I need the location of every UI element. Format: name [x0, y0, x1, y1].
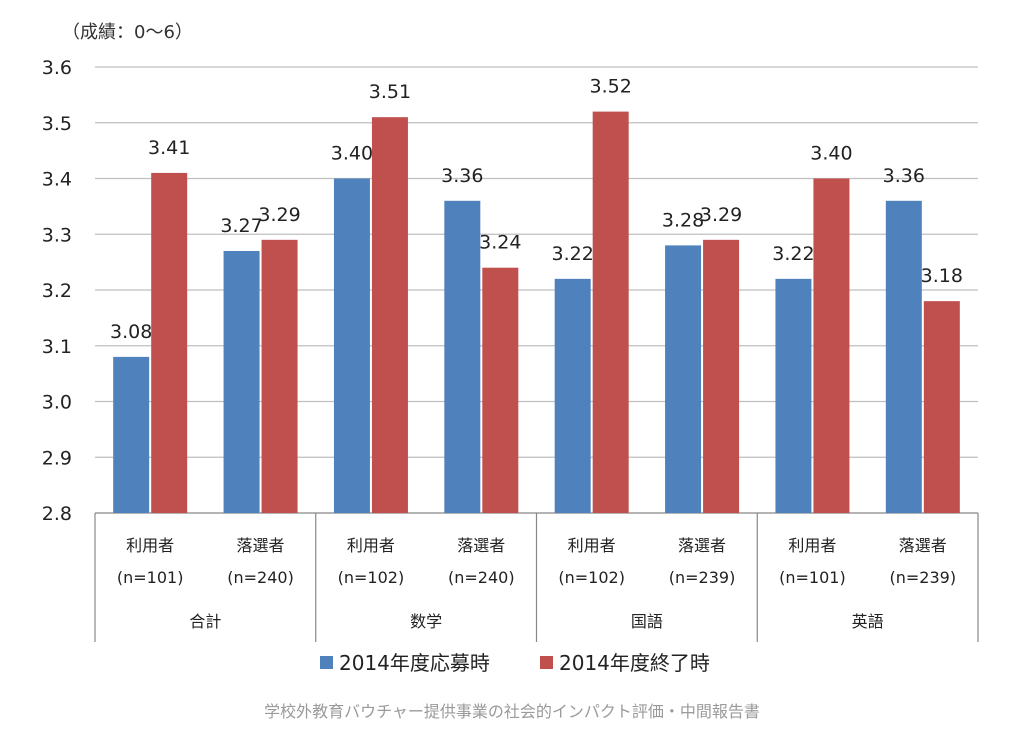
- category-n-label: (n=239): [890, 568, 957, 587]
- bar: [333, 178, 370, 513]
- data-label: 3.36: [441, 165, 483, 187]
- data-label: 3.24: [479, 232, 521, 254]
- group-label: 合計: [189, 612, 221, 631]
- category-n-label: (n=240): [448, 568, 515, 587]
- bar: [113, 356, 150, 513]
- category-n-label: (n=239): [669, 568, 736, 587]
- y-tick-label: 3.6: [42, 57, 72, 79]
- category-n-label: (n=101): [117, 568, 184, 587]
- bar: [923, 301, 960, 513]
- bar: [371, 117, 408, 514]
- category-label: 落選者: [899, 536, 947, 555]
- y-tick-label: 3.0: [42, 392, 72, 414]
- data-label: 3.28: [662, 209, 704, 231]
- data-label: 3.18: [921, 265, 963, 287]
- y-axis-ticks: 2.8 2.9 3.0 3.1 3.2 3.3 3.4 3.5 3.6: [42, 57, 72, 525]
- bar: [665, 245, 702, 513]
- data-label: 3.52: [590, 76, 632, 98]
- category-label: 利用者: [788, 536, 836, 555]
- y-tick-label: 3.5: [42, 113, 72, 135]
- bar: [592, 111, 629, 513]
- bar: [885, 200, 922, 514]
- category-label: 利用者: [347, 536, 395, 555]
- bar: [444, 200, 481, 514]
- data-label: 3.27: [220, 215, 262, 237]
- data-label: 3.22: [772, 243, 814, 265]
- y-tick-label: 2.8: [42, 503, 72, 525]
- x-axis: 利用者 (n=101) 落選者 (n=240) 利用者 (n=102) 落選者 (n=240)…: [94, 513, 979, 642]
- category-label: 落選者: [457, 536, 505, 555]
- y-axis-label: （成績：0〜6）: [62, 22, 193, 43]
- data-label: 3.22: [552, 243, 594, 265]
- data-label: 3.40: [331, 143, 373, 165]
- group-label: 英語: [852, 612, 884, 631]
- bar: [775, 278, 812, 513]
- category-label: 利用者: [568, 536, 616, 555]
- category-n-label: (n=102): [338, 568, 405, 587]
- y-tick-label: 3.2: [42, 280, 72, 302]
- category-n-label: (n=240): [227, 568, 294, 587]
- data-label: 3.29: [258, 204, 300, 226]
- data-label: 3.08: [110, 321, 152, 343]
- group-label: 数学: [410, 612, 442, 631]
- bars: [113, 111, 960, 514]
- legend-label: 2014年度終了時: [559, 651, 710, 675]
- group-label: 国語: [631, 612, 663, 631]
- category-label: 落選者: [237, 536, 285, 555]
- data-label: 3.36: [883, 165, 925, 187]
- bar: [554, 278, 591, 513]
- y-tick-label: 3.3: [42, 224, 72, 246]
- data-label: 3.40: [810, 143, 852, 165]
- category-label: 利用者: [126, 536, 174, 555]
- bar: [482, 267, 519, 513]
- bar: [813, 178, 850, 513]
- category-n-label: (n=102): [558, 568, 625, 587]
- legend: 2014年度応募時 2014年度終了時: [320, 651, 710, 675]
- data-label: 3.51: [369, 81, 411, 103]
- y-tick-label: 3.1: [42, 336, 72, 358]
- legend-swatch: [320, 656, 333, 669]
- y-tick-label: 2.9: [42, 447, 72, 469]
- data-labels: 3.083.413.273.293.403.513.363.243.223.52…: [110, 76, 963, 343]
- category-n-label: (n=101): [779, 568, 846, 587]
- legend-label: 2014年度応募時: [339, 651, 490, 675]
- bar: [223, 250, 260, 513]
- y-tick-label: 3.4: [42, 169, 72, 191]
- data-label: 3.29: [700, 204, 742, 226]
- category-label: 落選者: [678, 536, 726, 555]
- data-label: 3.41: [148, 137, 190, 159]
- bar: [151, 172, 188, 514]
- bar: [261, 239, 298, 513]
- bar: [703, 239, 740, 513]
- legend-swatch: [540, 656, 553, 669]
- source-caption: 学校外教育バウチャー提供事業の社会的インパクト評価・中間報告書: [264, 702, 760, 721]
